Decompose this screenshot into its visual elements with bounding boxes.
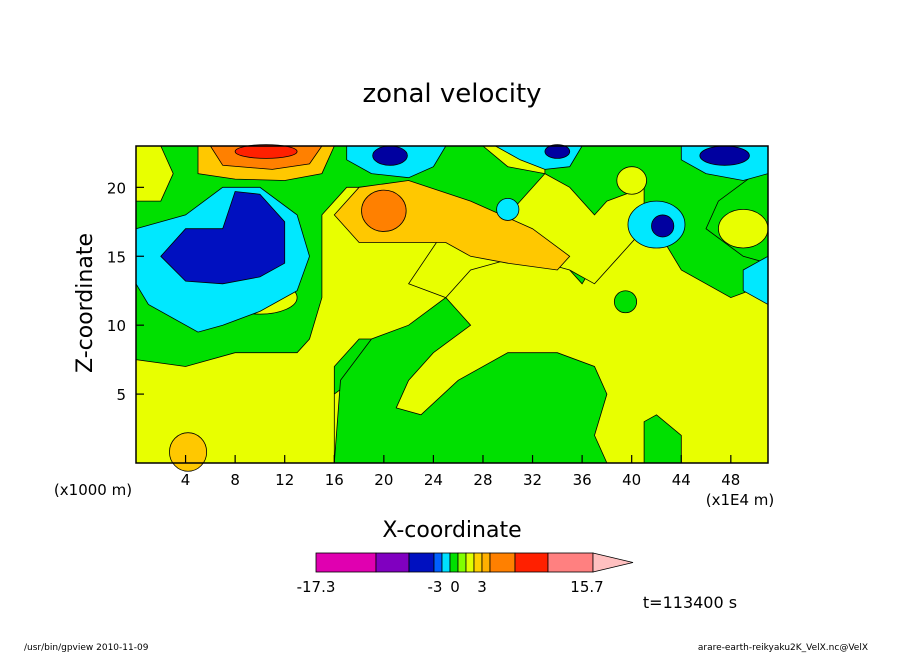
contour-regions xyxy=(135,144,769,472)
colorbar-segment xyxy=(375,552,410,573)
y-axis-label: Z-coordinate xyxy=(73,233,98,373)
colorbar-segment xyxy=(457,552,467,573)
colorbar-segment xyxy=(514,552,549,573)
y-tick-label: 20 xyxy=(107,179,126,197)
colorbar-tick-label: 3 xyxy=(477,578,487,596)
contour-green-patch xyxy=(613,290,638,314)
contour-red-top xyxy=(234,144,298,159)
x-tick-label: 32 xyxy=(523,471,542,489)
colorbar-tick-label: -17.3 xyxy=(297,578,336,596)
contour-orange-bottom xyxy=(169,432,208,472)
footer-left: /usr/bin/gpview 2010-11-09 xyxy=(24,643,149,653)
x-unit-note: (x1E4 m) xyxy=(706,491,775,509)
x-axis-label: X-coordinate xyxy=(382,518,521,543)
chart-title: zonal velocity xyxy=(362,79,541,109)
y-tick-label: 5 xyxy=(116,386,126,404)
colorbar-segment xyxy=(315,552,377,573)
colorbar-segment xyxy=(473,552,483,573)
colorbar-segment xyxy=(481,552,491,573)
x-tick-label: 12 xyxy=(275,471,294,489)
contour-green-mid xyxy=(333,297,608,464)
contour-orange-1 xyxy=(361,189,407,232)
colorbar-segment xyxy=(433,552,443,573)
x-tick-label: 28 xyxy=(473,471,492,489)
x-tick-label: 8 xyxy=(230,471,240,489)
contour-yellow-3 xyxy=(616,166,647,195)
time-label: t=113400 s xyxy=(643,593,737,612)
contour-blue-1 xyxy=(160,191,286,285)
colorbar-tick-label: 0 xyxy=(450,578,460,596)
contour-blue-5 xyxy=(699,145,750,166)
colorbar-tick-label: -3 xyxy=(428,578,443,596)
x-tick-label: 36 xyxy=(573,471,592,489)
colorbar-segment xyxy=(489,552,516,573)
x-tick-label: 4 xyxy=(181,471,191,489)
plot-area xyxy=(135,144,769,472)
colorbar-arrow xyxy=(592,552,634,573)
contour-blue-6 xyxy=(651,214,675,238)
contour-cyan-4 xyxy=(496,197,520,221)
colorbar-segment xyxy=(408,552,435,573)
colorbar-segment xyxy=(547,552,594,573)
x-tick-label: 48 xyxy=(721,471,740,489)
footer-right: arare-earth-reikyaku2K_VelX.nc@VelX xyxy=(698,643,868,653)
colorbar-segment xyxy=(441,552,451,573)
y-unit-note: (x1000 m) xyxy=(54,481,132,499)
colorbar-tick-label: 15.7 xyxy=(570,578,603,596)
x-tick-label: 40 xyxy=(622,471,641,489)
y-axis: 5 10 15 20 xyxy=(107,179,144,404)
colorbar-labels: -17.3 -3 0 3 15.7 xyxy=(297,578,604,596)
contour-blue-2 xyxy=(372,145,408,166)
contour-yellow-4 xyxy=(718,208,769,249)
x-tick-label: 16 xyxy=(325,471,344,489)
y-tick-label: 10 xyxy=(107,317,126,335)
contour-blue-3 xyxy=(544,144,571,159)
x-axis: 4 8 12 16 20 24 28 32 36 40 44 48 xyxy=(181,455,740,489)
x-tick-label: 20 xyxy=(374,471,393,489)
colorbar-segment xyxy=(449,552,459,573)
x-tick-label: 44 xyxy=(672,471,691,489)
x-tick-label: 24 xyxy=(424,471,443,489)
colorbar-segment xyxy=(465,552,475,573)
colorbar xyxy=(315,552,634,573)
y-tick-label: 15 xyxy=(107,248,126,266)
